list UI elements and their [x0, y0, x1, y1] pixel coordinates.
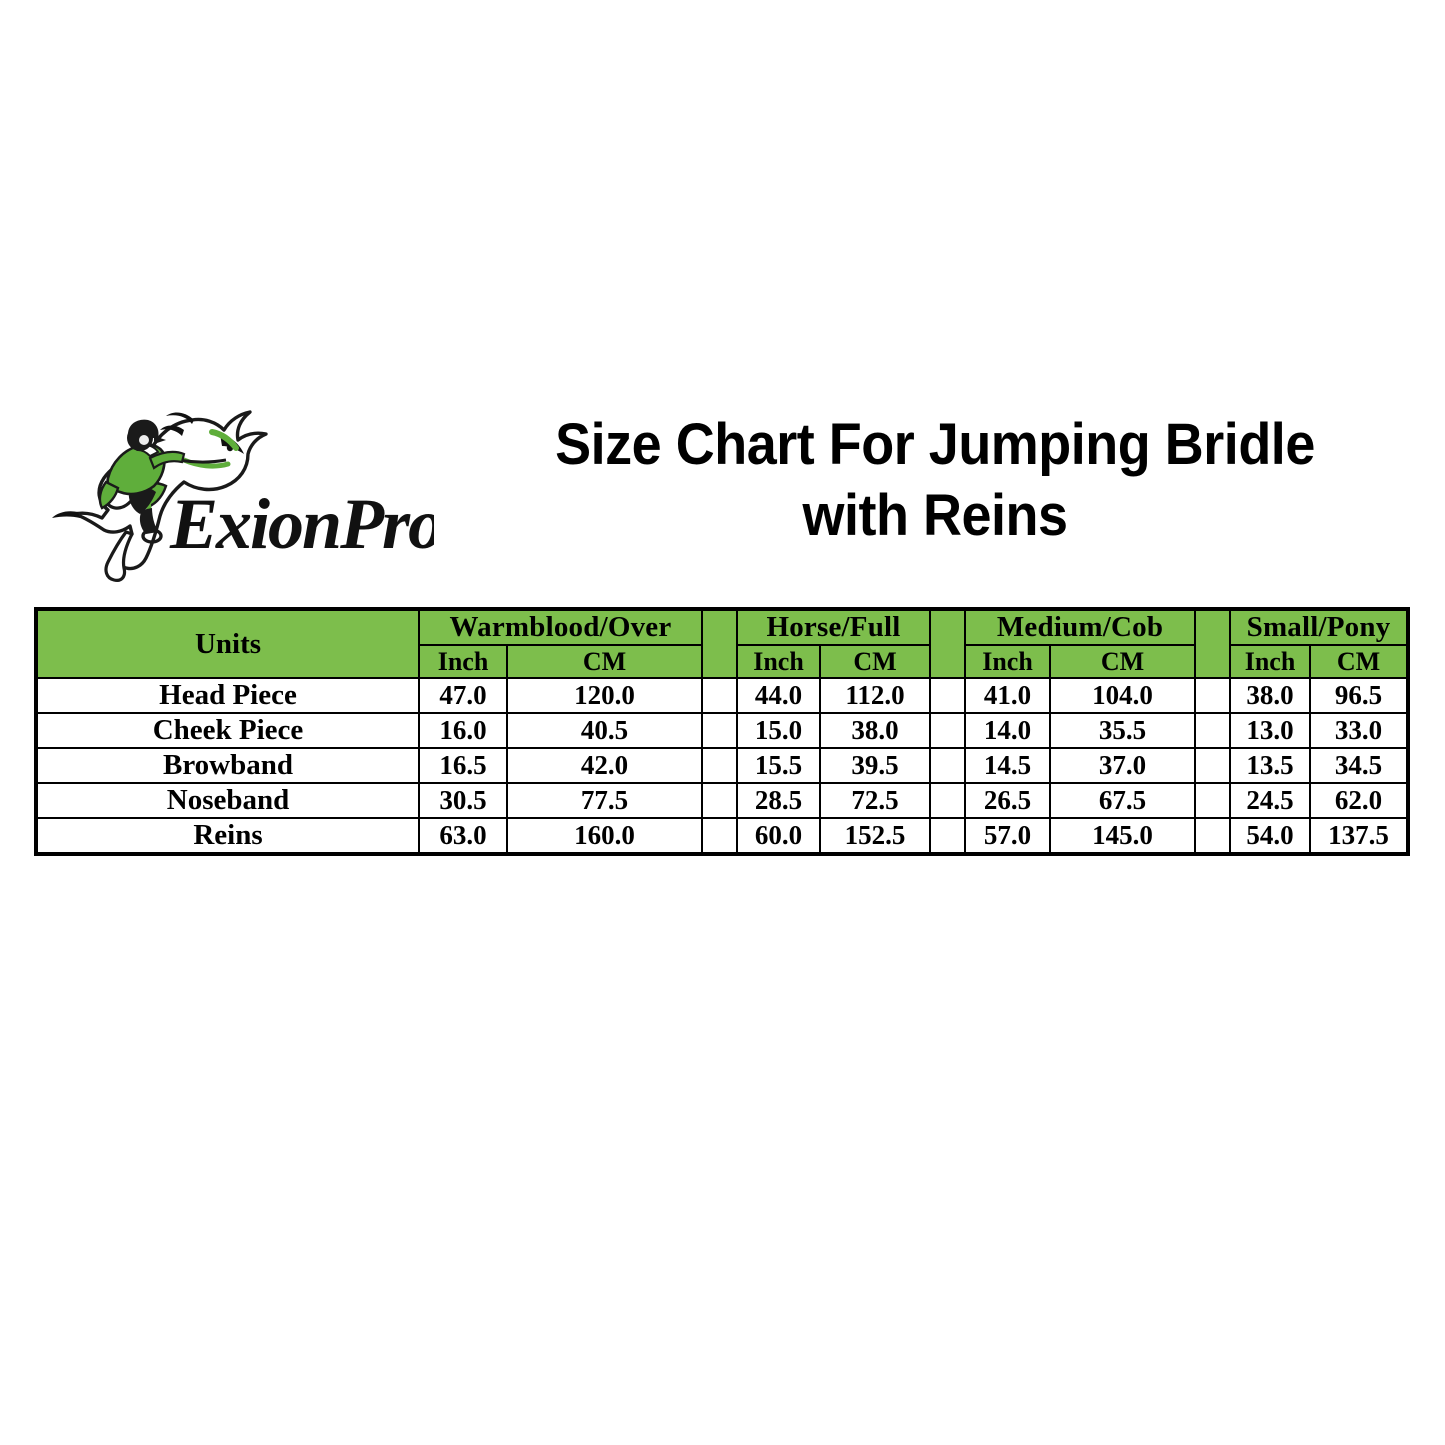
- row-label: Reins: [35, 817, 420, 855]
- cell-medium-inch: 57.0: [964, 817, 1052, 855]
- row-label: Cheek Piece: [35, 712, 420, 749]
- table-row: Head Piece 47.0 120.0 44.0 112.0 41.0 10…: [35, 677, 1410, 714]
- cell-small-cm: 34.5: [1309, 747, 1410, 784]
- cell-medium-inch: 14.5: [964, 747, 1052, 784]
- row-spacer: [1194, 747, 1232, 784]
- cell-medium-inch: 26.5: [964, 782, 1052, 819]
- table-row: Cheek Piece 16.0 40.5 15.0 38.0 14.0 35.…: [35, 712, 1410, 749]
- unit-header-medium-inch: Inch: [964, 644, 1052, 679]
- group-header-warmblood-over: Warmblood/Over: [418, 608, 703, 646]
- row-label: Head Piece: [35, 677, 420, 714]
- row-spacer: [929, 782, 967, 819]
- row-spacer: [701, 712, 738, 749]
- row-spacer: [701, 782, 738, 819]
- unit-header-medium-cm: CM: [1049, 644, 1197, 679]
- cell-medium-inch: 41.0: [964, 677, 1052, 714]
- cell-horse-cm: 112.0: [818, 677, 932, 714]
- group-header-row: Units Warmblood/Over Horse/Full Medium/C…: [35, 608, 1410, 679]
- cell-horse-inch: 28.5: [736, 782, 821, 819]
- page-title: Size Chart For Jumping Bridle with Reins: [489, 410, 1382, 552]
- cell-small-inch: 38.0: [1229, 677, 1312, 714]
- cell-warmblood-cm: 42.0: [506, 747, 703, 784]
- row-label: Browband: [35, 747, 420, 784]
- group-spacer-2: [929, 608, 967, 679]
- cell-small-cm: 33.0: [1309, 712, 1410, 749]
- cell-small-inch: 13.0: [1229, 712, 1312, 749]
- row-spacer: [1194, 817, 1232, 855]
- cell-small-cm: 62.0: [1309, 782, 1410, 819]
- cell-horse-cm: 39.5: [818, 747, 932, 784]
- table-row: Reins 63.0 160.0 60.0 152.5 57.0 145.0 5…: [35, 817, 1410, 855]
- unit-header-horse-cm: CM: [818, 644, 932, 679]
- unit-header-warmblood-inch: Inch: [418, 644, 508, 679]
- cell-medium-cm: 37.0: [1049, 747, 1197, 784]
- unit-header-small-inch: Inch: [1229, 644, 1312, 679]
- group-header-small-pony: Small/Pony: [1229, 608, 1410, 646]
- row-spacer: [1194, 677, 1232, 714]
- cell-medium-cm: 104.0: [1049, 677, 1197, 714]
- row-spacer: [701, 747, 738, 784]
- cell-horse-inch: 15.0: [736, 712, 821, 749]
- cell-medium-cm: 145.0: [1049, 817, 1197, 855]
- cell-horse-cm: 72.5: [818, 782, 932, 819]
- row-spacer: [1194, 782, 1232, 819]
- cell-small-inch: 54.0: [1229, 817, 1312, 855]
- group-spacer-1: [701, 608, 738, 679]
- size-chart-table: Units Warmblood/Over Horse/Full Medium/C…: [34, 607, 1411, 856]
- cell-medium-cm: 35.5: [1049, 712, 1197, 749]
- row-spacer: [701, 817, 738, 855]
- group-header-horse-full: Horse/Full: [735, 608, 932, 646]
- cell-warmblood-cm: 120.0: [506, 677, 703, 714]
- size-chart-table-container: Units Warmblood/Over Horse/Full Medium/C…: [34, 607, 1411, 856]
- exionpro-logo: ExionPro: [34, 390, 434, 585]
- cell-warmblood-cm: 77.5: [506, 782, 703, 819]
- cell-horse-inch: 15.5: [736, 747, 821, 784]
- cell-medium-cm: 67.5: [1049, 782, 1197, 819]
- cell-small-cm: 96.5: [1309, 677, 1410, 714]
- unit-header-horse-inch: Inch: [736, 644, 821, 679]
- group-spacer-3: [1194, 608, 1232, 679]
- cell-horse-inch: 44.0: [736, 677, 821, 714]
- row-label: Noseband: [35, 782, 420, 819]
- cell-warmblood-inch: 16.5: [418, 747, 508, 784]
- column-header-units: Units: [35, 608, 420, 679]
- cell-warmblood-cm: 40.5: [506, 712, 703, 749]
- row-spacer: [929, 677, 967, 714]
- cell-small-cm: 137.5: [1309, 817, 1410, 855]
- cell-horse-cm: 38.0: [818, 712, 932, 749]
- brand-wordmark: ExionPro: [169, 484, 434, 564]
- table-row: Noseband 30.5 77.5 28.5 72.5 26.5 67.5 2…: [35, 782, 1410, 819]
- cell-warmblood-inch: 63.0: [418, 817, 508, 855]
- row-spacer: [701, 677, 738, 714]
- group-header-medium-cob: Medium/Cob: [964, 608, 1197, 646]
- cell-warmblood-inch: 16.0: [418, 712, 508, 749]
- cell-medium-inch: 14.0: [964, 712, 1052, 749]
- row-spacer: [1194, 712, 1232, 749]
- cell-horse-cm: 152.5: [818, 817, 932, 855]
- table-head: Units Warmblood/Over Horse/Full Medium/C…: [35, 608, 1410, 679]
- row-spacer: [929, 747, 967, 784]
- jumping-horse-and-rider-icon: ExionPro: [52, 410, 434, 582]
- chart-header: ExionPro Size Chart For Jumping Bridle w…: [0, 390, 1445, 590]
- page-title-line2: with Reins: [802, 482, 1068, 548]
- unit-header-small-cm: CM: [1309, 644, 1410, 679]
- cell-horse-inch: 60.0: [736, 817, 821, 855]
- page-title-line1: Size Chart For Jumping Bridle: [555, 412, 1315, 477]
- cell-small-inch: 24.5: [1229, 782, 1312, 819]
- row-spacer: [929, 817, 967, 855]
- unit-header-warmblood-cm: CM: [506, 644, 703, 679]
- cell-warmblood-inch: 30.5: [418, 782, 508, 819]
- cell-warmblood-cm: 160.0: [506, 817, 703, 855]
- cell-small-inch: 13.5: [1229, 747, 1312, 784]
- cell-warmblood-inch: 47.0: [418, 677, 508, 714]
- unit-header-row: Inch CM Inch CM Inch CM Inch CM: [36, 644, 1410, 679]
- table-body: Head Piece 47.0 120.0 44.0 112.0 41.0 10…: [35, 677, 1410, 855]
- row-spacer: [929, 712, 967, 749]
- table-row: Browband 16.5 42.0 15.5 39.5 14.5 37.0 1…: [35, 747, 1410, 784]
